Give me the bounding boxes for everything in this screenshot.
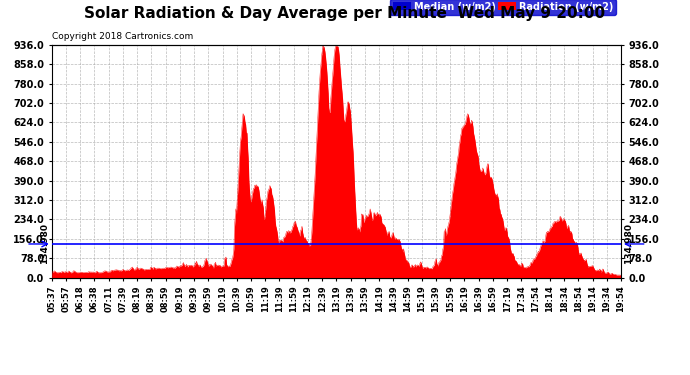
Text: 134.980: 134.980: [624, 224, 633, 264]
Text: Solar Radiation & Day Average per Minute  Wed May 9 20:00: Solar Radiation & Day Average per Minute…: [84, 6, 606, 21]
Text: 134.980: 134.980: [40, 224, 49, 264]
Text: Copyright 2018 Cartronics.com: Copyright 2018 Cartronics.com: [52, 32, 193, 41]
Legend: Median (w/m2), Radiation (w/m2): Median (w/m2), Radiation (w/m2): [391, 0, 616, 15]
